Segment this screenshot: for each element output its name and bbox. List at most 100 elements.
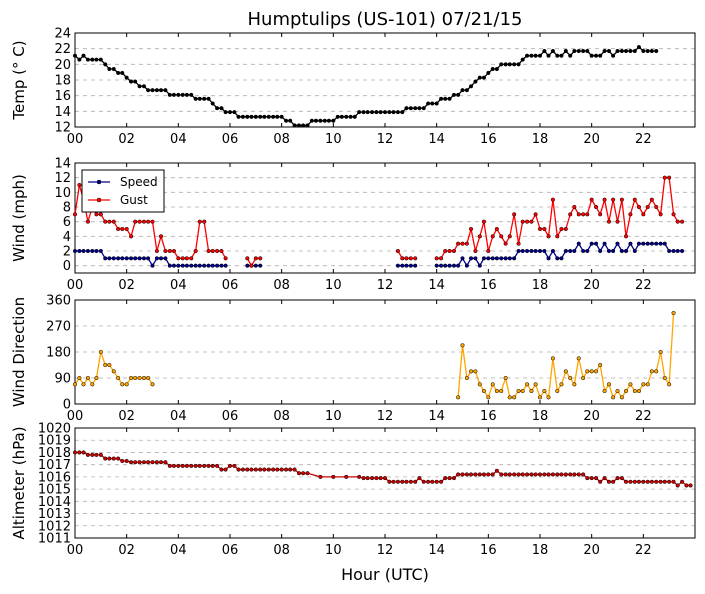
data-point bbox=[499, 234, 504, 239]
data-point bbox=[675, 248, 680, 254]
plot-frame bbox=[74, 299, 696, 405]
x-tick-label: 14 bbox=[428, 409, 445, 424]
data-point bbox=[477, 75, 482, 80]
data-point bbox=[594, 53, 599, 58]
data-point bbox=[158, 256, 164, 261]
data-point bbox=[98, 248, 103, 254]
data-point bbox=[494, 256, 499, 261]
data-point bbox=[451, 263, 457, 268]
data-point bbox=[520, 388, 525, 394]
x-tick-label: 14 bbox=[428, 278, 445, 293]
data-point bbox=[576, 212, 581, 217]
data-point bbox=[611, 479, 616, 484]
data-point bbox=[594, 476, 599, 481]
data-point bbox=[111, 66, 116, 72]
data-point bbox=[512, 62, 517, 67]
data-point bbox=[72, 450, 78, 455]
data-point bbox=[594, 241, 599, 246]
data-point bbox=[619, 476, 624, 481]
data-point bbox=[111, 256, 116, 261]
data-point bbox=[602, 48, 607, 54]
data-point bbox=[451, 476, 457, 481]
data-point bbox=[81, 382, 86, 387]
data-point bbox=[628, 212, 633, 217]
data-point bbox=[236, 467, 241, 472]
data-point bbox=[649, 48, 654, 54]
data-point bbox=[116, 70, 121, 75]
x-tick-label: 00 bbox=[67, 543, 84, 558]
data-point bbox=[413, 106, 418, 111]
data-point bbox=[210, 101, 215, 106]
x-tick-label: 16 bbox=[480, 132, 497, 147]
data-point bbox=[374, 476, 379, 481]
data-point bbox=[654, 369, 659, 374]
data-point bbox=[654, 48, 659, 54]
data-point bbox=[606, 248, 612, 254]
data-point bbox=[189, 92, 194, 97]
y-tick-label: 12 bbox=[54, 121, 71, 136]
data-point bbox=[563, 226, 568, 232]
data-point bbox=[546, 472, 551, 477]
y-tick-label: 2 bbox=[63, 245, 71, 260]
data-point bbox=[464, 375, 469, 381]
data-point bbox=[611, 197, 616, 202]
data-point bbox=[249, 467, 254, 472]
data-point bbox=[529, 219, 534, 224]
data-point bbox=[94, 57, 99, 62]
data-point bbox=[103, 62, 108, 67]
data-point bbox=[90, 452, 95, 457]
data-point bbox=[408, 263, 413, 268]
data-point bbox=[292, 467, 297, 472]
data-point bbox=[649, 241, 654, 246]
data-point bbox=[516, 248, 521, 254]
y-tick-label: 4 bbox=[63, 230, 71, 245]
data-point bbox=[602, 241, 607, 246]
data-point bbox=[111, 456, 116, 461]
data-point bbox=[85, 375, 90, 381]
data-point bbox=[589, 241, 594, 246]
data-point bbox=[219, 467, 224, 472]
y-axis-label: Wind Direction bbox=[10, 297, 28, 407]
data-point bbox=[473, 79, 478, 84]
data-point bbox=[124, 458, 129, 464]
data-point bbox=[344, 114, 349, 119]
data-point bbox=[107, 219, 112, 224]
data-point bbox=[94, 452, 99, 457]
data-point bbox=[232, 463, 237, 468]
y-tick-label: 18 bbox=[54, 74, 71, 89]
data-point bbox=[184, 256, 189, 261]
data-point bbox=[615, 476, 620, 481]
data-point bbox=[197, 96, 202, 101]
data-point bbox=[468, 256, 474, 261]
y-tick-label: 180 bbox=[46, 346, 71, 361]
data-point bbox=[180, 256, 185, 261]
data-point bbox=[671, 212, 676, 217]
data-point bbox=[197, 463, 202, 468]
data-point bbox=[404, 479, 409, 484]
data-point bbox=[141, 84, 147, 89]
data-point bbox=[322, 118, 327, 123]
x-tick-label: 08 bbox=[273, 132, 290, 147]
data-point bbox=[559, 53, 564, 58]
data-point bbox=[645, 479, 650, 484]
data-point bbox=[77, 57, 82, 62]
y-tick-label: 6 bbox=[63, 215, 71, 230]
data-point bbox=[223, 110, 228, 115]
data-point bbox=[361, 476, 366, 481]
data-point bbox=[520, 219, 525, 224]
x-tick-label: 06 bbox=[222, 543, 239, 558]
series-line bbox=[436, 177, 683, 259]
data-point bbox=[163, 88, 168, 93]
data-point bbox=[426, 101, 431, 106]
data-point bbox=[137, 256, 142, 261]
data-point bbox=[473, 472, 478, 477]
data-point bbox=[464, 263, 469, 268]
data-point bbox=[546, 395, 551, 400]
data-point bbox=[72, 53, 78, 58]
data-point bbox=[619, 248, 624, 254]
data-point bbox=[529, 388, 534, 394]
data-point bbox=[581, 472, 586, 477]
x-tick-label: 08 bbox=[273, 278, 290, 293]
data-point bbox=[98, 57, 103, 62]
